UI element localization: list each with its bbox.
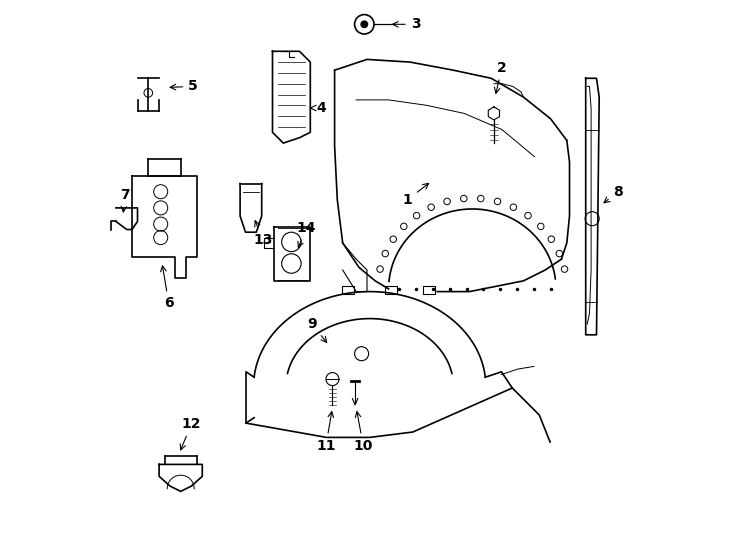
Circle shape xyxy=(361,21,368,28)
Text: 13: 13 xyxy=(254,221,273,247)
Text: 10: 10 xyxy=(354,411,373,453)
Text: 11: 11 xyxy=(316,411,335,453)
Text: 1: 1 xyxy=(403,184,429,207)
Text: 8: 8 xyxy=(604,185,623,202)
Text: 9: 9 xyxy=(307,317,327,342)
Text: 4: 4 xyxy=(310,101,326,115)
Text: 5: 5 xyxy=(170,79,198,93)
Text: 6: 6 xyxy=(161,266,174,310)
Text: 2: 2 xyxy=(495,60,507,93)
Text: 3: 3 xyxy=(393,17,421,31)
Text: 12: 12 xyxy=(181,417,201,450)
Text: 7: 7 xyxy=(120,188,130,212)
Text: 14: 14 xyxy=(297,221,316,247)
